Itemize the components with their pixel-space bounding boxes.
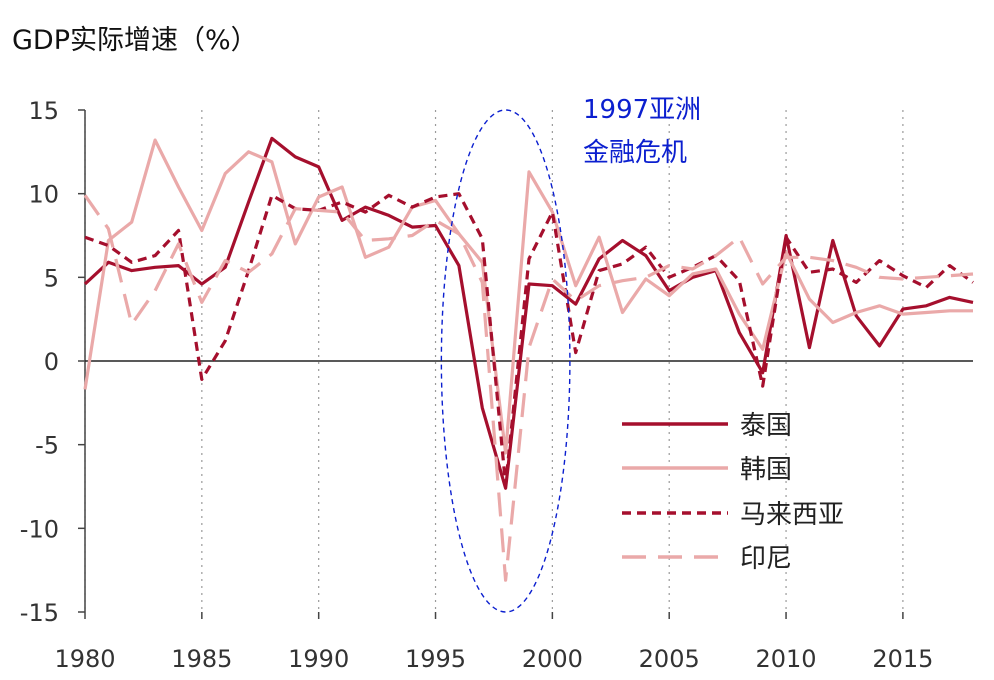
legend-label-韩国: 韩国 [740,455,792,485]
x-tick-label-2000: 2000 [522,645,583,673]
series-lines [83,136,974,582]
y-tick-label--10: -10 [20,515,59,543]
y-tick-label-0: 0 [44,348,59,376]
y-tick-label--5: -5 [35,432,59,460]
x-tick-label-1995: 1995 [405,645,466,673]
legend-label-印尼: 印尼 [740,544,792,574]
series-line-韩国 [83,138,973,455]
y-tick-label-10: 10 [28,181,59,209]
crisis-ellipse [440,109,571,613]
chart-title: GDP实际增速（%） [12,25,258,56]
axes: 1980 1985 1990 1995 2000 2005 2010 2015 15 10 5 0 -5… [20,97,973,673]
x-tick-label-1980: 1980 [54,645,115,673]
y-tick-label-5: 5 [44,264,59,292]
y-tick-label--15: -15 [20,599,59,627]
y-tick-label-15: 15 [28,97,59,125]
x-tick-label-1985: 1985 [171,645,232,673]
x-tick-label-2005: 2005 [639,645,700,673]
series-line-马来西亚 [84,192,974,487]
series-line-泰国 [83,136,974,490]
legend-label-马来西亚: 马来西亚 [740,500,844,530]
x-tick-label-2015: 2015 [872,645,933,673]
x-tick-label-1990: 1990 [288,645,349,673]
series-line-印尼 [83,194,974,582]
legend-label-泰国: 泰国 [740,411,792,441]
annotation-line-1: 1997亚洲 [583,95,701,125]
x-tick-label-2010: 2010 [756,645,817,673]
annotation-line-2: 金融危机 [583,138,687,168]
